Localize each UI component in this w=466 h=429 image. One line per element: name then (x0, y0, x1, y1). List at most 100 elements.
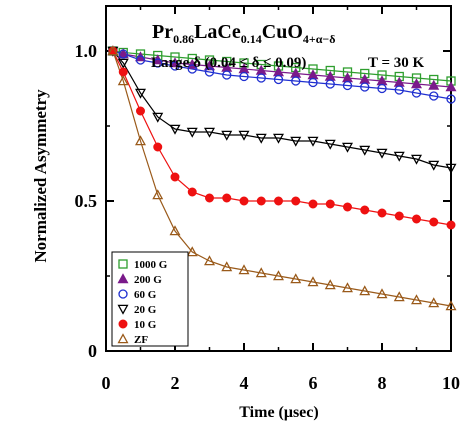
chart-title: Pr0.86LaCe0.14CuO4+α−δ (152, 21, 336, 46)
x-tick-label: 8 (378, 373, 387, 393)
legend-label-zf: ZF (134, 334, 148, 346)
data-point-10-g (325, 199, 335, 209)
data-point-20-g (152, 112, 164, 123)
data-point-20-g (411, 154, 422, 165)
data-point-20-g (428, 160, 440, 171)
legend-marker-10-g (118, 319, 128, 329)
data-point-zf (342, 282, 353, 293)
fit-line-60-g (112, 50, 452, 100)
data-point-60-g (446, 94, 456, 104)
data-point-200-g (204, 60, 215, 71)
data-point-60-g (360, 82, 370, 92)
data-point-60-g (429, 91, 439, 101)
data-point-60-g (291, 76, 301, 86)
data-point-10-g (274, 196, 283, 206)
y-tick-label: 0.5 (75, 191, 98, 211)
data-point-zf (290, 273, 302, 284)
data-point-20-g (169, 124, 181, 135)
legend-label-20-g: 20 G (134, 304, 157, 316)
data-point-20-g (445, 163, 457, 174)
data-point-200-g (445, 81, 457, 92)
data-point-10-g (394, 211, 404, 221)
data-point-20-g (135, 88, 146, 99)
data-point-10-g (377, 208, 387, 218)
legend-marker-200-g (117, 273, 129, 284)
data-point-200-g (411, 78, 422, 89)
data-point-10-g (170, 172, 180, 182)
data-point-60-g (377, 83, 387, 94)
data-point-zf (117, 75, 129, 86)
data-point-60-g (239, 71, 249, 82)
data-point-60-g (135, 55, 146, 65)
data-point-10-g (308, 199, 318, 209)
data-point-zf (428, 297, 440, 308)
data-point-zf (307, 276, 319, 287)
data-point-10-g (118, 67, 128, 77)
data-point-zf (169, 225, 181, 236)
legend-label-60-g: 60 G (134, 289, 157, 301)
data-point-10-g (136, 106, 145, 116)
data-point-20-g (376, 148, 388, 159)
data-point-20-g (324, 139, 336, 150)
data-point-60-g (411, 88, 422, 98)
x-tick-label: 4 (240, 373, 249, 393)
data-point-zf (238, 264, 250, 275)
data-point-zf (359, 285, 371, 296)
legend-marker-20-g (117, 304, 129, 315)
legend-label-200-g: 200 G (134, 274, 162, 286)
data-point-zf (204, 255, 215, 266)
data-point-zf (411, 294, 422, 305)
y-axis-label: Normalized Asymmetry (31, 89, 50, 263)
data-point-60-g (153, 58, 163, 68)
data-point-zf (393, 291, 405, 302)
legend: 1000 G 200 G 60 G 20 G 10 G ZF (111, 251, 189, 347)
data-point-60-g (256, 73, 266, 83)
data-point-zf (273, 270, 284, 281)
data-point-20-g (186, 127, 198, 138)
legend-marker-60-g (118, 289, 128, 299)
fit-line-1000-g (112, 50, 452, 82)
data-point-20-g (221, 130, 233, 141)
data-point-10-g (256, 196, 266, 206)
data-point-60-g (342, 80, 353, 91)
data-point-zf (376, 288, 388, 299)
data-point-10-g (222, 193, 232, 203)
data-point-10-g (239, 196, 249, 206)
data-point-10-g (291, 196, 301, 206)
data-point-10-g (429, 217, 439, 227)
x-tick-label: 2 (171, 373, 180, 393)
data-point-200-g (428, 79, 440, 90)
data-point-zf (324, 279, 336, 290)
data-point-60-g (170, 61, 180, 71)
chart-subtitle: Large δ (0.04 ≤ δ ≤ 0.09) (151, 55, 306, 71)
data-point-10-g (446, 220, 456, 230)
data-point-zf (152, 189, 164, 200)
data-markers (107, 45, 457, 311)
temperature-label: T = 30 K (368, 55, 425, 71)
data-point-zf (107, 45, 119, 56)
data-point-20-g (393, 151, 405, 162)
fit-line-20-g (112, 50, 452, 169)
legend-label-10-g: 10 G (134, 319, 157, 331)
legend-marker-1000-g (118, 259, 128, 269)
x-axis-label: Time (μsec) (239, 404, 318, 421)
legend-marker-zf (117, 333, 129, 344)
data-point-60-g (325, 79, 335, 89)
data-point-20-g (204, 127, 215, 138)
data-point-20-g (290, 136, 302, 147)
data-point-10-g (153, 142, 163, 152)
y-tick-label: 1.0 (75, 41, 98, 61)
data-point-60-g (273, 74, 284, 85)
legend-box (111, 251, 189, 347)
data-point-zf (255, 267, 267, 278)
data-point-zf (186, 246, 198, 257)
data-point-60-g (187, 64, 197, 74)
y-tick-label: 0 (88, 341, 97, 361)
x-tick-label: 0 (102, 373, 111, 393)
data-point-60-g (394, 85, 404, 95)
fit-line-zf (112, 50, 452, 307)
data-point-10-g (360, 205, 370, 215)
x-tick-label: 10 (442, 373, 460, 393)
data-point-10-g (412, 214, 421, 224)
